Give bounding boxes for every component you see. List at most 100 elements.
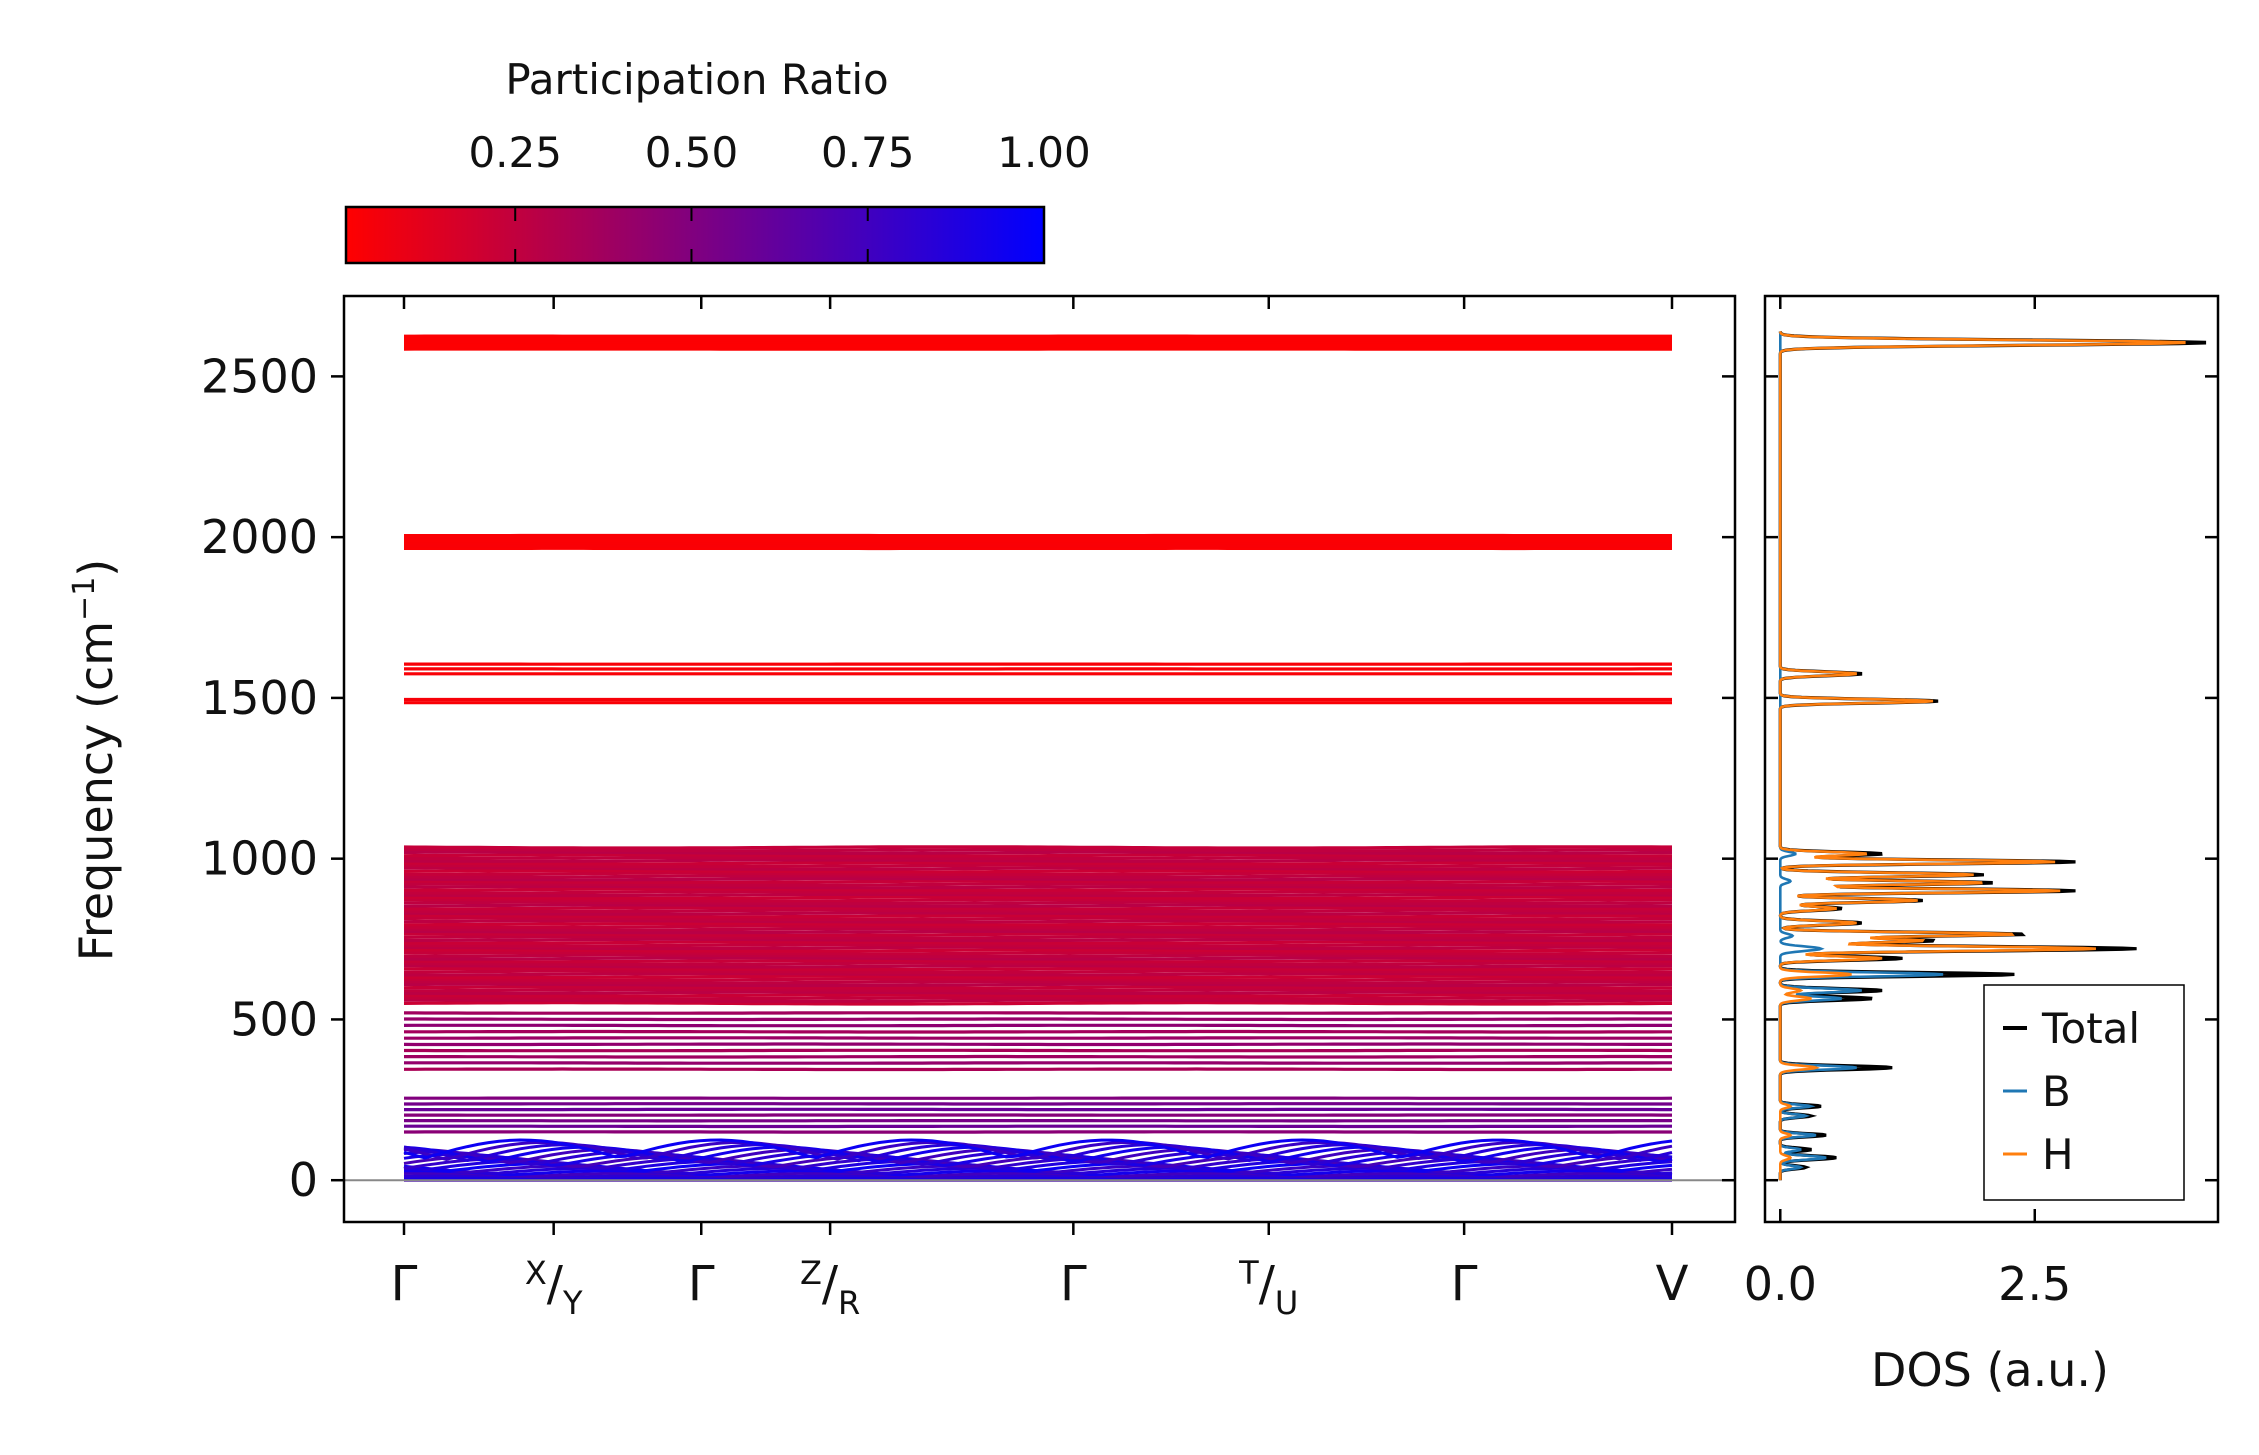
band-line [404, 876, 1673, 882]
y-axis-label: Frequency (cm−1) [67, 559, 123, 962]
band-line [404, 863, 1672, 869]
x-tick-label: Γ [1060, 1256, 1087, 1312]
band-line [403, 1157, 1673, 1170]
dos-panel: 0.0 2.5 DOS (a.u.) Total BH [1744, 294, 2220, 1397]
band-line [404, 990, 1673, 995]
band-line [404, 866, 1673, 871]
band-line [404, 850, 1673, 855]
band-axes-frame [342, 294, 1737, 1224]
x-tick-label: Γ [688, 1256, 715, 1312]
band-line [404, 927, 1673, 932]
band-line [403, 884, 1672, 890]
band-line [404, 871, 1673, 877]
band-line [404, 1029, 1672, 1034]
band-line [404, 995, 1672, 1001]
band-line [403, 903, 1672, 908]
band-line [403, 969, 1672, 974]
band-line [404, 966, 1673, 972]
band-line [403, 932, 1672, 937]
band-line [403, 977, 1672, 982]
band-line [404, 882, 1672, 887]
band-line [404, 874, 1673, 879]
band-structure-panel: 0 500 1000 1500 2000 2500 Γ X/Y Γ Z/R Γ T/U Γ V Freq… [67, 294, 1737, 1322]
y-tick-label: 2000 [201, 510, 318, 564]
legend: Total BH [1983, 984, 2185, 1201]
band-line [403, 919, 1672, 924]
x-tick-label: T/U [1238, 1254, 1298, 1322]
band-line [403, 1138, 1673, 1160]
colorbar: Participation Ratio 0.25 0.50 0.75 1.00 [344, 55, 1091, 265]
band-line [403, 861, 1672, 866]
band-line [403, 961, 1672, 966]
y-tick-label: 2500 [201, 349, 318, 403]
dos-axes-frame [1763, 294, 2220, 1224]
band-line [404, 895, 1673, 900]
band-line [403, 1176, 1672, 1181]
colorbar-tick-label: 1.00 [997, 128, 1091, 177]
band-line [404, 948, 1673, 953]
x-axis-label-dos: DOS (a.u.) [1871, 1343, 2109, 1397]
colorbar-gradient [344, 205, 1046, 265]
legend-label-total: Total [2041, 1004, 2140, 1053]
band-line [404, 906, 1672, 911]
band-line [403, 869, 1672, 874]
x-tick-label: Z/R [800, 1254, 860, 1322]
dos-line-b [1779, 331, 1944, 1181]
band-line [404, 929, 1672, 935]
band-line [404, 940, 1672, 945]
band-line [404, 956, 1672, 961]
band-line [403, 845, 1672, 850]
band-line [403, 908, 1672, 914]
band-line [403, 945, 1672, 951]
band-line [404, 916, 1673, 921]
band-line [404, 855, 1672, 861]
band-line [403, 1140, 1673, 1161]
legend-label-b: B [2042, 1067, 2071, 1116]
x-tick-label: V [1656, 1256, 1689, 1312]
band-line [404, 974, 1673, 980]
colorbar-tick-label: 0.25 [468, 128, 562, 177]
x-tick-label: Γ [391, 1256, 418, 1312]
band-line [403, 943, 1672, 948]
band-line [404, 898, 1672, 903]
band-line [404, 900, 1673, 906]
band-line [404, 964, 1673, 969]
colorbar-tick-label: 0.50 [645, 128, 739, 177]
band-line [404, 972, 1672, 977]
band-line [403, 985, 1672, 990]
x-tick-label: X/Y [525, 1254, 583, 1322]
band-line [404, 1067, 1672, 1072]
band-line [404, 911, 1673, 916]
band-line [404, 887, 1673, 892]
x-tick-label: Γ [1451, 1256, 1478, 1312]
y-tick-label: 0 [289, 1153, 318, 1207]
band-line [404, 998, 1672, 1003]
colorbar-title: Participation Ratio [505, 55, 888, 104]
band-line [404, 1054, 1672, 1059]
band-line [404, 980, 1672, 985]
y-tick-label: 1500 [201, 671, 318, 725]
band-line [404, 982, 1673, 988]
band-line [404, 879, 1672, 884]
band-line [403, 892, 1673, 898]
band-line [404, 958, 1673, 964]
band-line [404, 890, 1672, 895]
band-line [404, 847, 1673, 853]
legend-label-h: H [2042, 1130, 2074, 1179]
dos-x-tick-label: 0.0 [1744, 1257, 1817, 1311]
y-tick-label: 1000 [201, 832, 318, 886]
band-line [403, 1042, 1672, 1047]
band-line [404, 913, 1672, 919]
band-line [404, 1017, 1672, 1022]
band-line [404, 937, 1672, 943]
band-line [404, 987, 1673, 993]
band-line [403, 1174, 1673, 1180]
band-line [404, 950, 1673, 956]
dos-x-tick-label: 2.5 [1998, 1257, 2071, 1311]
y-tick-label: 500 [230, 992, 318, 1046]
band-line [403, 953, 1672, 958]
colorbar-tick-label: 0.75 [821, 128, 915, 177]
band-line [403, 853, 1672, 858]
band-line [403, 1001, 1672, 1006]
